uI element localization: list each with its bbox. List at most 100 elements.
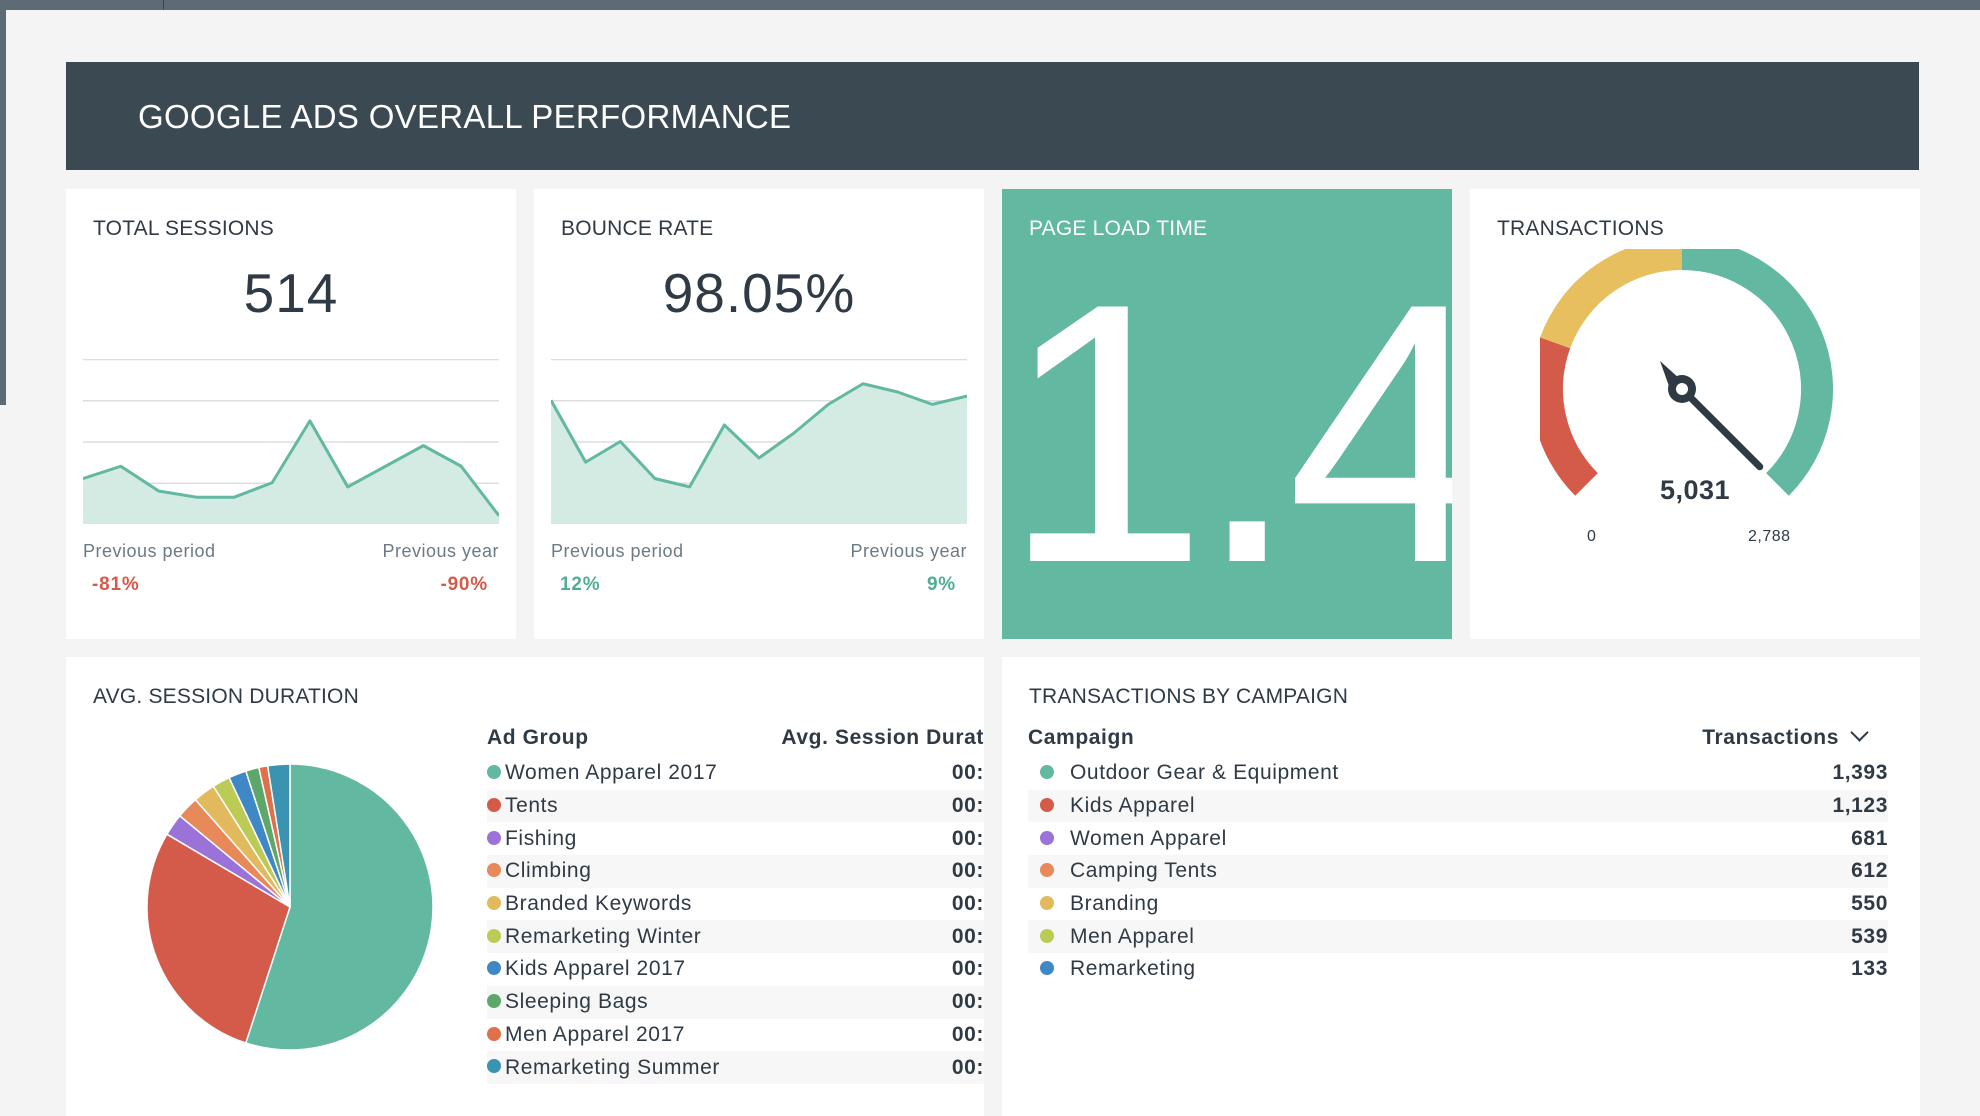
gauge-needle bbox=[1678, 385, 1764, 471]
ad-group-row[interactable]: Tents 00: bbox=[487, 789, 984, 823]
transactions-by-campaign-widget[interactable]: TRANSACTIONS BY CAMPAIGN Campaign Transa… bbox=[1002, 657, 1920, 1116]
ad-group-table: Ad Group Avg. Session Durat Women Appare… bbox=[487, 719, 984, 1084]
row-name: Remarketing Winter bbox=[505, 924, 702, 948]
row-value: 00: bbox=[752, 920, 984, 954]
column-header-avg-session-duration[interactable]: Avg. Session Durat bbox=[781, 726, 984, 749]
row-value: 00: bbox=[951, 957, 984, 981]
previous-year-label: Previous year bbox=[850, 541, 967, 561]
row-value: 1,123 bbox=[1566, 789, 1888, 823]
bounce-rate-widget[interactable]: BOUNCE RATE 98.05% Previous period Previ… bbox=[534, 189, 984, 639]
campaign-row[interactable]: Camping Tents 612 bbox=[1028, 855, 1888, 888]
row-label-cell: Tents bbox=[487, 789, 753, 823]
sparkline-line bbox=[551, 382, 967, 489]
row-name: Outdoor Gear & Equipment bbox=[1070, 761, 1339, 785]
page-load-time-widget[interactable]: PAGE LOAD TIME 1.4 bbox=[1002, 189, 1452, 639]
legend-dot-icon bbox=[1040, 765, 1054, 780]
metric-value: 98.05% bbox=[662, 262, 856, 324]
ad-group-row[interactable]: Climbing 00: bbox=[487, 855, 984, 888]
legend-dot-icon bbox=[1040, 896, 1054, 911]
campaign-table: Campaign Transactions Outdoor Gear & Equ… bbox=[1028, 719, 1888, 986]
transactions-widget[interactable]: TRANSACTIONS 5,031 0 2,788 bbox=[1470, 189, 1920, 639]
sessions-sparkline bbox=[83, 359, 499, 524]
row-label-cell: Kids Apparel 2017 bbox=[487, 953, 753, 986]
row-label-cell: Men Apparel 2017 bbox=[487, 1019, 753, 1052]
row-name: Tents bbox=[505, 794, 559, 818]
column-header-campaign[interactable]: Campaign bbox=[1028, 726, 1135, 749]
row-value: 00: bbox=[752, 1051, 984, 1084]
row-label-cell: Branded Keywords bbox=[487, 888, 753, 921]
row-value: 00: bbox=[752, 789, 984, 823]
ad-group-row[interactable]: Branded Keywords 00: bbox=[487, 888, 984, 921]
row-label-cell: Fishing bbox=[487, 822, 753, 855]
row-value: 00: bbox=[951, 761, 984, 785]
top-bar bbox=[0, 0, 1980, 10]
ad-group-row[interactable]: Remarketing Summer 00: bbox=[487, 1051, 984, 1084]
top-bar-divider bbox=[163, 0, 164, 10]
legend-dot-icon bbox=[487, 1026, 501, 1041]
ad-group-row[interactable]: Remarketing Winter 00: bbox=[487, 920, 984, 954]
legend-dot-icon bbox=[1040, 863, 1054, 878]
previous-period-change: 12% bbox=[560, 574, 601, 595]
ad-group-row[interactable]: Fishing 00: bbox=[487, 822, 984, 855]
widget-title: BOUNCE RATE bbox=[561, 217, 714, 240]
widget-title: TRANSACTIONS bbox=[1497, 217, 1664, 240]
ad-group-row[interactable]: Sleeping Bags 00: bbox=[487, 985, 984, 1019]
sort-chevron-down-icon[interactable] bbox=[1850, 723, 1869, 742]
widget-title: AVG. SESSION DURATION bbox=[93, 685, 359, 708]
column-header-label: Transactions bbox=[1702, 726, 1839, 749]
ad-group-row[interactable]: Men Apparel 2017 00: bbox=[487, 1019, 984, 1052]
row-name: Kids Apparel bbox=[1070, 794, 1196, 818]
widget-title: TOTAL SESSIONS bbox=[93, 217, 274, 240]
legend-dot-icon bbox=[487, 961, 501, 976]
campaign-row[interactable]: Women Apparel 681 bbox=[1028, 822, 1888, 855]
legend-dot-icon bbox=[1040, 928, 1054, 943]
previous-period-label: Previous period bbox=[83, 541, 216, 561]
row-label-cell: Branding bbox=[1028, 888, 1566, 921]
previous-year-label: Previous year bbox=[382, 541, 499, 561]
widget-title: TRANSACTIONS BY CAMPAIGN bbox=[1029, 685, 1349, 708]
gauge-high-segment bbox=[1681, 249, 1833, 496]
campaign-row[interactable]: Branding 550 bbox=[1028, 888, 1888, 921]
left-rail bbox=[0, 10, 6, 405]
row-value: 612 bbox=[1566, 855, 1888, 888]
row-value: 133 bbox=[1851, 957, 1888, 981]
ad-group-row[interactable]: Kids Apparel 2017 00: bbox=[487, 953, 984, 986]
previous-year-change: -90% bbox=[440, 574, 488, 595]
row-value: 681 bbox=[1851, 826, 1888, 850]
pie-slice[interactable] bbox=[244, 763, 434, 1051]
pie-slice[interactable] bbox=[266, 763, 291, 908]
column-header-ad-group[interactable]: Ad Group bbox=[487, 726, 589, 749]
legend-dot-icon bbox=[487, 896, 501, 911]
gauge-value: 5,031 bbox=[1659, 475, 1731, 505]
row-value: 550 bbox=[1851, 892, 1888, 916]
campaign-row[interactable]: Remarketing 133 bbox=[1028, 953, 1888, 986]
legend-dot-icon bbox=[487, 797, 501, 812]
row-value: 00: bbox=[951, 892, 984, 916]
page-title: GOOGLE ADS OVERALL PERFORMANCE bbox=[138, 98, 792, 135]
campaign-row[interactable]: Kids Apparel 1,123 bbox=[1028, 789, 1888, 823]
row-label-cell: Kids Apparel bbox=[1028, 789, 1567, 823]
row-name: Branded Keywords bbox=[505, 892, 693, 916]
row-name: Men Apparel 2017 bbox=[505, 1022, 686, 1046]
row-name: Sleeping Bags bbox=[505, 990, 649, 1014]
row-label-cell: Sleeping Bags bbox=[487, 985, 753, 1019]
row-name: Branding bbox=[1070, 892, 1159, 916]
dashboard-header: GOOGLE ADS OVERALL PERFORMANCE bbox=[66, 62, 1919, 170]
avg-session-duration-widget[interactable]: AVG. SESSION DURATION Ad Group Avg. Sess… bbox=[66, 657, 984, 1116]
total-sessions-widget[interactable]: TOTAL SESSIONS 514 Previous period Previ… bbox=[66, 189, 516, 639]
legend-dot-icon bbox=[1040, 830, 1054, 845]
gauge-min-label: 0 bbox=[1587, 528, 1596, 545]
legend-dot-icon bbox=[1040, 961, 1054, 976]
row-name: Men Apparel bbox=[1070, 924, 1195, 948]
row-name: Women Apparel bbox=[1070, 826, 1227, 850]
ad-group-row[interactable]: Women Apparel 2017 00: bbox=[487, 757, 984, 790]
row-name: Women Apparel 2017 bbox=[505, 761, 718, 785]
row-value: 00: bbox=[752, 985, 984, 1019]
column-header-transactions[interactable]: Transactions bbox=[1566, 719, 1888, 757]
row-label-cell: Camping Tents bbox=[1028, 855, 1567, 888]
campaign-row[interactable]: Men Apparel 539 bbox=[1028, 920, 1888, 954]
row-label-cell: Outdoor Gear & Equipment bbox=[1028, 757, 1566, 790]
previous-period-change: -81% bbox=[92, 574, 140, 595]
campaign-row[interactable]: Outdoor Gear & Equipment 1,393 bbox=[1028, 757, 1888, 790]
legend-dot-icon bbox=[1040, 797, 1054, 812]
